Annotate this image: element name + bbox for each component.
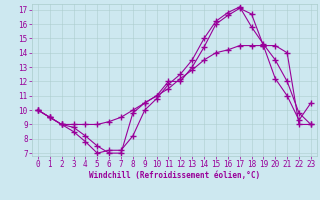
X-axis label: Windchill (Refroidissement éolien,°C): Windchill (Refroidissement éolien,°C): [89, 171, 260, 180]
